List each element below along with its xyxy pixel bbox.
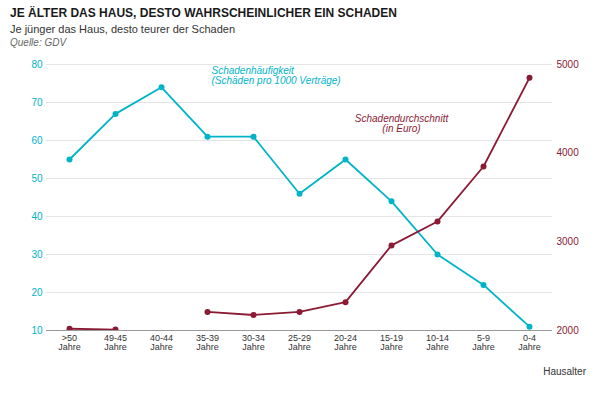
svg-text:5000: 5000 bbox=[557, 59, 580, 70]
svg-text:>50Jahre: >50Jahre bbox=[58, 333, 81, 352]
svg-text:10-14Jahre: 10-14Jahre bbox=[426, 333, 449, 352]
svg-text:0-4Jahre: 0-4Jahre bbox=[518, 333, 541, 352]
svg-text:15-19Jahre: 15-19Jahre bbox=[380, 333, 403, 352]
svg-text:5-9Jahre: 5-9Jahre bbox=[472, 333, 495, 352]
svg-text:30-34Jahre: 30-34Jahre bbox=[242, 333, 265, 352]
svg-text:40-44Jahre: 40-44Jahre bbox=[150, 333, 173, 352]
html-text:JE ÄLTER DAS HAUS, DESTO WAHRS: JE ÄLTER DAS HAUS, DESTO WAHRSCHEINLICHE… bbox=[10, 6, 397, 20]
svg-text:30: 30 bbox=[31, 249, 43, 260]
html-text:Je jünger das Haus, desto teur: Je jünger das Haus, desto teurer der Sch… bbox=[10, 23, 235, 35]
svg-text:25-29Jahre: 25-29Jahre bbox=[288, 333, 311, 352]
svg-text:20-24Jahre: 20-24Jahre bbox=[334, 333, 357, 352]
svg-text:10: 10 bbox=[31, 325, 43, 336]
svg-text:Schadendurchschnitt(in Euro): Schadendurchschnitt(in Euro) bbox=[355, 113, 450, 134]
html-text:Quelle: GDV: Quelle: GDV bbox=[10, 37, 67, 48]
svg-text:2000: 2000 bbox=[557, 325, 580, 336]
svg-text:40: 40 bbox=[31, 211, 43, 222]
svg-text:60: 60 bbox=[31, 135, 43, 146]
svg-text:70: 70 bbox=[31, 97, 43, 108]
svg-text:49-45Jahre: 49-45Jahre bbox=[104, 333, 127, 352]
svg-text:35-39Jahre: 35-39Jahre bbox=[196, 333, 219, 352]
svg-text:Schadenhäufigkeit(Schäden pro: Schadenhäufigkeit(Schäden pro 1000 Vertr… bbox=[212, 65, 341, 86]
svg-text:4000: 4000 bbox=[557, 147, 580, 158]
svg-text:50: 50 bbox=[31, 173, 43, 184]
html-text:Hausalter: Hausalter bbox=[543, 366, 586, 377]
svg-text:80: 80 bbox=[31, 59, 43, 70]
svg-text:3000: 3000 bbox=[557, 236, 580, 247]
svg-text:20: 20 bbox=[31, 287, 43, 298]
